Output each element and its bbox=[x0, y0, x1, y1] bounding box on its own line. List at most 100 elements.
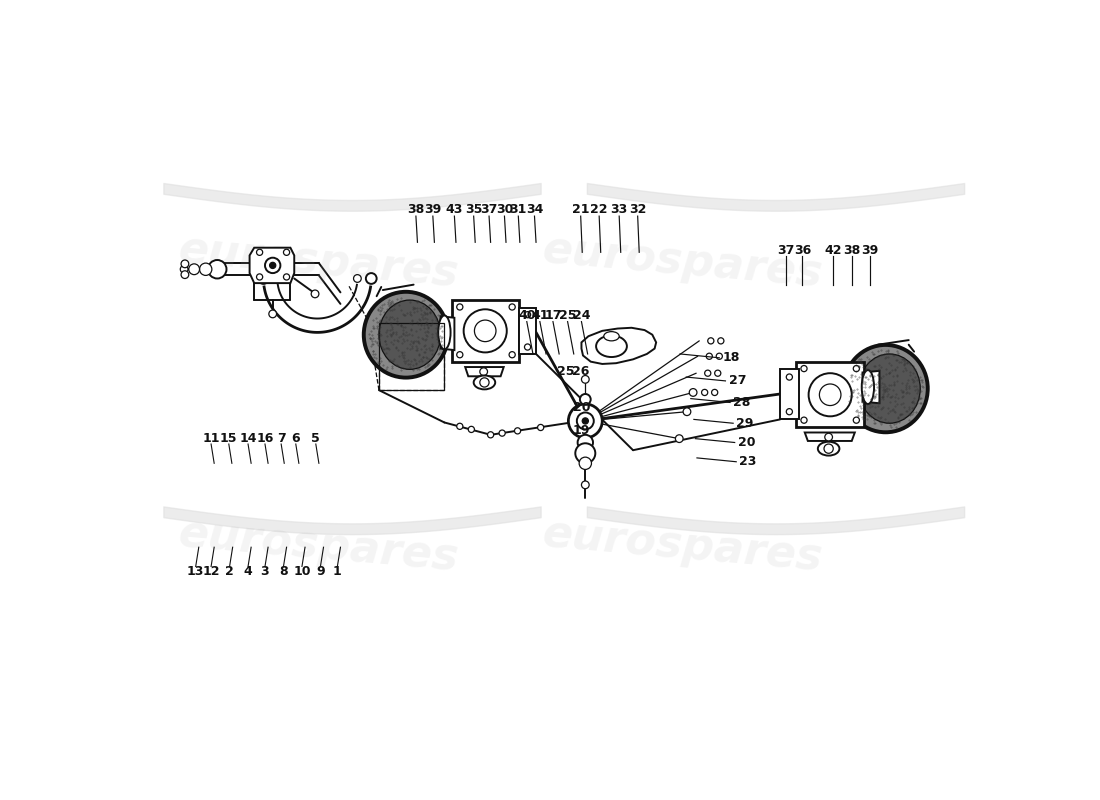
Text: 1: 1 bbox=[333, 566, 342, 578]
Circle shape bbox=[366, 273, 376, 284]
Text: 36: 36 bbox=[794, 243, 811, 257]
Text: 22: 22 bbox=[591, 203, 608, 217]
Circle shape bbox=[256, 274, 263, 280]
Text: eurospares: eurospares bbox=[176, 229, 460, 296]
Text: 34: 34 bbox=[526, 203, 543, 217]
Text: 17: 17 bbox=[544, 309, 562, 322]
Circle shape bbox=[808, 373, 851, 416]
Polygon shape bbox=[452, 300, 519, 362]
Circle shape bbox=[284, 250, 289, 255]
Text: 42: 42 bbox=[825, 243, 842, 257]
Text: 40: 40 bbox=[518, 309, 536, 322]
Text: 38: 38 bbox=[407, 203, 425, 217]
Circle shape bbox=[456, 423, 463, 430]
Circle shape bbox=[825, 434, 833, 441]
Circle shape bbox=[180, 266, 188, 273]
Ellipse shape bbox=[861, 370, 875, 404]
Text: 37: 37 bbox=[481, 203, 497, 217]
Text: 7: 7 bbox=[277, 432, 286, 445]
Circle shape bbox=[690, 389, 697, 396]
Circle shape bbox=[268, 310, 276, 318]
Circle shape bbox=[854, 417, 859, 423]
Circle shape bbox=[705, 370, 711, 376]
Circle shape bbox=[702, 390, 707, 395]
Text: 19: 19 bbox=[573, 425, 590, 438]
Ellipse shape bbox=[364, 292, 448, 377]
Circle shape bbox=[820, 384, 842, 406]
Circle shape bbox=[579, 457, 592, 470]
Text: 28: 28 bbox=[733, 396, 750, 409]
Circle shape bbox=[509, 352, 515, 358]
Text: eurospares: eurospares bbox=[540, 512, 824, 579]
Text: 39: 39 bbox=[861, 243, 879, 257]
Ellipse shape bbox=[604, 332, 619, 341]
Text: 27: 27 bbox=[728, 374, 746, 387]
Circle shape bbox=[786, 374, 792, 380]
Text: 9: 9 bbox=[316, 566, 324, 578]
Text: 18: 18 bbox=[723, 351, 739, 364]
Text: 5: 5 bbox=[311, 432, 320, 445]
Circle shape bbox=[265, 258, 280, 273]
Text: 13: 13 bbox=[187, 566, 205, 578]
Text: 4: 4 bbox=[244, 566, 252, 578]
Circle shape bbox=[854, 366, 859, 372]
Circle shape bbox=[474, 320, 496, 342]
Circle shape bbox=[464, 310, 507, 353]
Circle shape bbox=[715, 370, 720, 376]
Circle shape bbox=[801, 417, 807, 423]
Text: 14: 14 bbox=[240, 432, 256, 445]
Text: 38: 38 bbox=[843, 243, 860, 257]
Text: 24: 24 bbox=[573, 309, 591, 322]
Ellipse shape bbox=[818, 442, 839, 455]
Polygon shape bbox=[440, 316, 454, 350]
Circle shape bbox=[509, 304, 515, 310]
Circle shape bbox=[189, 264, 199, 274]
Text: eurospares: eurospares bbox=[540, 229, 824, 296]
Circle shape bbox=[456, 304, 463, 310]
Circle shape bbox=[182, 260, 189, 268]
Circle shape bbox=[786, 409, 792, 414]
Text: 32: 32 bbox=[629, 203, 647, 217]
Circle shape bbox=[456, 352, 463, 358]
Circle shape bbox=[582, 418, 588, 424]
Text: 8: 8 bbox=[279, 566, 288, 578]
Text: 29: 29 bbox=[736, 417, 754, 430]
Text: 25: 25 bbox=[559, 309, 576, 322]
Circle shape bbox=[525, 344, 530, 350]
Polygon shape bbox=[780, 370, 799, 419]
Circle shape bbox=[580, 394, 591, 405]
Circle shape bbox=[575, 443, 595, 463]
Circle shape bbox=[707, 338, 714, 344]
Ellipse shape bbox=[596, 335, 627, 357]
Text: eurospares: eurospares bbox=[176, 512, 460, 579]
Circle shape bbox=[199, 263, 212, 275]
Ellipse shape bbox=[438, 315, 451, 350]
Text: 37: 37 bbox=[777, 243, 794, 257]
Circle shape bbox=[515, 428, 520, 434]
Text: 35: 35 bbox=[465, 203, 482, 217]
Text: 33: 33 bbox=[610, 203, 628, 217]
Ellipse shape bbox=[859, 354, 921, 423]
Circle shape bbox=[270, 262, 276, 269]
Circle shape bbox=[480, 378, 490, 387]
Circle shape bbox=[480, 368, 487, 375]
Text: 16: 16 bbox=[256, 432, 274, 445]
Circle shape bbox=[353, 274, 361, 282]
Text: 3: 3 bbox=[261, 566, 270, 578]
Circle shape bbox=[582, 375, 590, 383]
Text: 25: 25 bbox=[557, 365, 574, 378]
Circle shape bbox=[801, 366, 807, 372]
Text: 20: 20 bbox=[573, 402, 591, 414]
Circle shape bbox=[582, 481, 590, 489]
Text: 15: 15 bbox=[220, 432, 238, 445]
Circle shape bbox=[258, 273, 268, 284]
Text: 39: 39 bbox=[425, 203, 441, 217]
Circle shape bbox=[499, 430, 505, 436]
Text: 2: 2 bbox=[226, 566, 234, 578]
Circle shape bbox=[256, 250, 263, 255]
Text: 12: 12 bbox=[202, 566, 220, 578]
Text: 30: 30 bbox=[496, 203, 513, 217]
Polygon shape bbox=[582, 328, 656, 364]
Circle shape bbox=[824, 444, 834, 454]
Text: 41: 41 bbox=[531, 309, 549, 322]
